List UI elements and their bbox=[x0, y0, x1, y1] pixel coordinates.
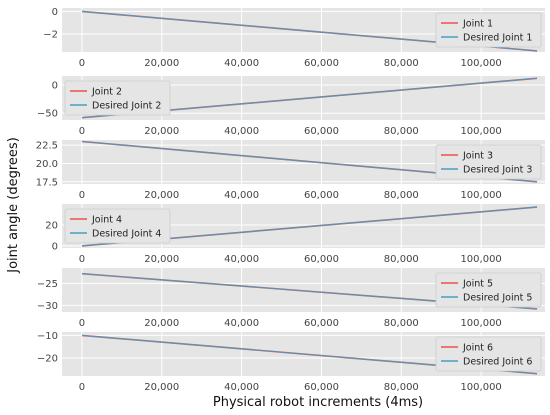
x-tick-label: 40,000 bbox=[224, 190, 259, 201]
x-tick-label: 60,000 bbox=[304, 254, 339, 265]
legend-label: Joint 5 bbox=[462, 279, 493, 290]
x-tick-label: 100,000 bbox=[460, 58, 501, 69]
x-tick-label: 100,000 bbox=[460, 382, 501, 393]
legend-box bbox=[435, 12, 542, 48]
y-tick-label: −20 bbox=[37, 353, 58, 364]
panel-2: 0 20,000 40,000 60,000 80,000 100,000 −50 0 Join… bbox=[37, 76, 545, 137]
y-tick-label: 22.5 bbox=[36, 141, 58, 152]
x-tick-label: 60,000 bbox=[304, 126, 339, 137]
y-tick-label: −2 bbox=[43, 29, 58, 40]
x-tick-label: 20,000 bbox=[144, 318, 179, 329]
x-tick-label: 80,000 bbox=[384, 126, 419, 137]
legend-label: Joint 1 bbox=[462, 19, 493, 30]
x-tick-label: 40,000 bbox=[224, 254, 259, 265]
x-tick-label: 20,000 bbox=[144, 190, 179, 201]
y-tick-label: 0 bbox=[52, 7, 58, 18]
legend-box bbox=[435, 336, 542, 372]
x-tick-label: 20,000 bbox=[144, 58, 179, 69]
y-tick-label: 20 bbox=[45, 220, 58, 231]
x-tick-label: 40,000 bbox=[224, 382, 259, 393]
legend-label: Joint 6 bbox=[462, 343, 493, 354]
y-tick-label: 17.5 bbox=[36, 177, 58, 188]
legend-label: Desired Joint 4 bbox=[92, 229, 161, 240]
legend-label: Joint 3 bbox=[462, 151, 493, 162]
x-tick-label: 40,000 bbox=[224, 126, 259, 137]
panel-1: 0 20,000 40,000 60,000 80,000 100,000 −2 0 Joint… bbox=[43, 7, 545, 69]
x-tick-label: 100,000 bbox=[460, 318, 501, 329]
x-tick-label: 80,000 bbox=[384, 190, 419, 201]
x-tick-label: 60,000 bbox=[304, 318, 339, 329]
x-tick-label: 40,000 bbox=[224, 58, 259, 69]
x-tick-label: 0 bbox=[79, 126, 85, 137]
y-tick-label: −10 bbox=[37, 331, 58, 342]
x-tick-label: 60,000 bbox=[304, 382, 339, 393]
x-tick-label: 100,000 bbox=[460, 126, 501, 137]
x-tick-label: 80,000 bbox=[384, 318, 419, 329]
x-tick-label: 80,000 bbox=[384, 58, 419, 69]
legend-label: Desired Joint 1 bbox=[463, 33, 532, 44]
x-tick-label: 100,000 bbox=[460, 190, 501, 201]
x-tick-label: 0 bbox=[79, 254, 85, 265]
legend-label: Joint 4 bbox=[91, 215, 122, 226]
x-axis-label: Physical robot increments (4ms) bbox=[213, 395, 423, 410]
x-tick-label: 20,000 bbox=[144, 126, 179, 137]
y-tick-label: 0 bbox=[52, 81, 58, 92]
x-tick-label: 20,000 bbox=[144, 254, 179, 265]
panel-6: 0 20,000 40,000 60,000 80,000 100,000 −20 −10 Jo… bbox=[37, 331, 545, 393]
legend-label: Desired Joint 2 bbox=[92, 101, 161, 112]
x-tick-label: 0 bbox=[79, 58, 85, 69]
legend-label: Desired Joint 6 bbox=[463, 357, 532, 368]
legend-label: Desired Joint 5 bbox=[463, 293, 532, 304]
y-tick-label: −25 bbox=[37, 279, 58, 290]
legend-box bbox=[435, 144, 542, 180]
x-tick-label: 60,000 bbox=[304, 190, 339, 201]
y-tick-label: 0 bbox=[52, 241, 58, 252]
legend-box bbox=[435, 272, 542, 308]
legend-label: Desired Joint 3 bbox=[463, 165, 532, 176]
legend-box bbox=[64, 80, 171, 116]
panel-3: 0 20,000 40,000 60,000 80,000 100,000 17.5 20.0… bbox=[36, 140, 545, 201]
x-tick-label: 0 bbox=[79, 318, 85, 329]
y-tick-label: 20.0 bbox=[36, 159, 58, 170]
panel-5: 0 20,000 40,000 60,000 80,000 100,000 −30 −25 Jo… bbox=[37, 268, 545, 329]
x-tick-label: 80,000 bbox=[384, 382, 419, 393]
legend-label: Joint 2 bbox=[91, 87, 122, 98]
x-tick-label: 80,000 bbox=[384, 254, 419, 265]
x-tick-label: 0 bbox=[79, 382, 85, 393]
x-tick-label: 40,000 bbox=[224, 318, 259, 329]
y-axis-label: Joint angle (degrees) bbox=[6, 137, 21, 274]
y-tick-label: −30 bbox=[37, 301, 58, 312]
legend-box bbox=[64, 208, 171, 244]
x-tick-label: 100,000 bbox=[460, 254, 501, 265]
y-tick-label: −50 bbox=[37, 109, 58, 120]
x-tick-label: 60,000 bbox=[304, 58, 339, 69]
panel-4: 0 20,000 40,000 60,000 80,000 100,000 0 20 Joint… bbox=[45, 204, 545, 265]
x-tick-label: 20,000 bbox=[144, 382, 179, 393]
x-tick-label: 0 bbox=[79, 190, 85, 201]
